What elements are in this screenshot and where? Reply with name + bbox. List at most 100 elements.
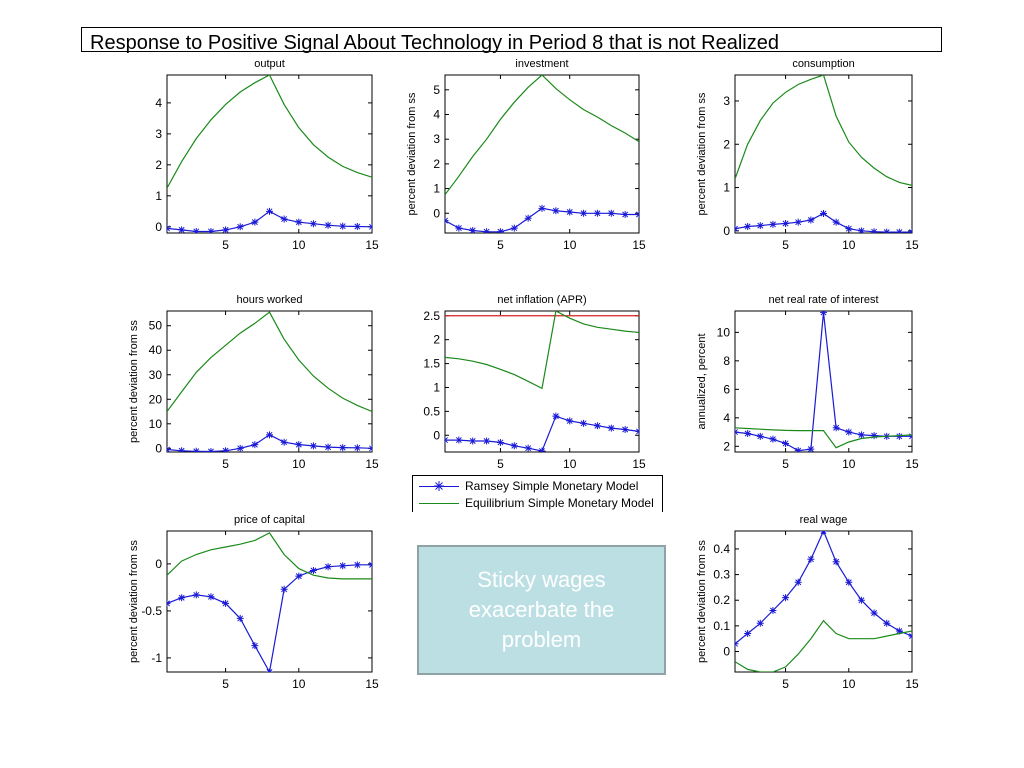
data-point-ramsey — [324, 563, 332, 571]
data-point-ramsey — [538, 204, 546, 212]
data-point-ramsey — [607, 209, 615, 217]
callout-box: Sticky wages exacerbate the problem — [417, 545, 666, 675]
y-tick-label: 0.3 — [713, 568, 730, 582]
data-point-ramsey — [744, 223, 752, 231]
data-point-ramsey — [167, 599, 171, 607]
data-point-ramsey — [895, 627, 903, 635]
data-point-ramsey — [857, 227, 865, 233]
data-point-ramsey — [794, 578, 802, 586]
data-point-ramsey — [845, 578, 853, 586]
y-tick-label: 0.2 — [713, 593, 730, 607]
data-point-ramsey — [510, 442, 518, 450]
plot-frame — [166, 310, 373, 453]
series-line-equilibrium — [167, 311, 372, 413]
data-point-ramsey — [167, 446, 171, 452]
y-axis-label: percent deviation from ss — [128, 320, 140, 443]
figure-title-box: Response to Positive Signal About Techno… — [81, 27, 942, 53]
data-point-ramsey — [769, 606, 777, 614]
x-tick-label: 10 — [292, 238, 306, 252]
x-tick-label: 10 — [563, 457, 577, 471]
data-point-ramsey — [251, 441, 259, 449]
data-point-ramsey — [621, 426, 629, 434]
y-axis-label: percent deviation from ss — [128, 540, 140, 663]
data-point-ramsey — [455, 436, 463, 444]
data-point-ramsey — [496, 228, 504, 233]
y-tick-label: 0 — [155, 557, 162, 571]
data-point-ramsey — [510, 224, 518, 232]
data-point-ramsey — [207, 227, 215, 233]
x-tick-label: 5 — [222, 677, 229, 691]
series-line-equilibrium — [735, 427, 912, 449]
callout-text: Sticky wages exacerbate the problem — [468, 567, 615, 652]
data-point-ramsey — [794, 447, 802, 452]
chart-panel-net-real-rate-of-interest: 5 10 15 2 4 6 8 10 net real rate of interest annu… — [696, 294, 919, 471]
series-line-ramsey — [445, 415, 639, 452]
data-point-ramsey — [192, 227, 200, 233]
y-axis-label: percent deviation from ss — [696, 540, 708, 663]
data-point-ramsey — [769, 435, 777, 443]
x-tick-label: 15 — [905, 677, 919, 691]
data-point-ramsey — [455, 224, 463, 232]
y-tick-label: 0 — [723, 644, 730, 658]
series-line-equilibrium — [167, 75, 372, 189]
data-point-ramsey — [266, 207, 273, 215]
data-point-ramsey — [309, 442, 317, 450]
series-line-equilibrium — [735, 619, 912, 672]
x-tick-label: 15 — [632, 238, 646, 252]
x-tick-label: 5 — [497, 238, 504, 252]
data-point-ramsey — [580, 209, 588, 217]
data-point-ramsey — [236, 223, 244, 231]
y-tick-label: -1 — [151, 651, 162, 665]
data-point-ramsey — [207, 448, 215, 452]
data-point-ramsey — [309, 566, 317, 574]
data-point-ramsey — [178, 226, 186, 233]
x-tick-label: 5 — [782, 677, 789, 691]
data-point-ramsey — [178, 594, 186, 602]
y-tick-label: 40 — [149, 343, 163, 357]
data-point-ramsey — [552, 207, 560, 215]
data-point-ramsey — [807, 445, 815, 452]
data-point-ramsey — [295, 441, 303, 449]
chart-panel-real-wage: 5 10 15 0 0.1 0.2 0.3 0.4 real wage percent devia… — [696, 514, 919, 691]
data-point-ramsey — [222, 447, 230, 452]
data-point-ramsey — [496, 438, 504, 446]
y-tick-label: 2 — [723, 439, 730, 453]
y-tick-label: 50 — [149, 319, 163, 333]
y-tick-label: 3 — [723, 94, 730, 108]
x-tick-label: 15 — [365, 238, 379, 252]
x-tick-label: 10 — [842, 238, 856, 252]
data-point-ramsey — [857, 596, 865, 604]
y-tick-label: 1 — [433, 380, 440, 394]
data-point-ramsey — [266, 431, 273, 439]
y-axis-label: percent deviation from ss — [406, 92, 418, 215]
data-point-ramsey — [324, 221, 332, 229]
data-point-ramsey — [280, 438, 288, 446]
legend-label-ramsey: Ramsey Simple Monetary Model — [465, 479, 639, 493]
star-marker-icon — [434, 481, 444, 491]
y-tick-label: 5 — [433, 83, 440, 97]
legend-entry-equilibrium: Equilibrium Simple Monetary Model — [419, 495, 664, 511]
data-point-ramsey — [845, 428, 853, 436]
data-point-ramsey — [445, 436, 449, 444]
data-point-ramsey — [735, 640, 739, 648]
data-point-ramsey — [607, 424, 615, 432]
plot-frame — [734, 530, 913, 673]
data-point-ramsey — [353, 444, 361, 452]
chart-title: output — [254, 58, 285, 70]
series-group — [167, 311, 372, 452]
x-tick-label: 5 — [222, 457, 229, 471]
plot-frame — [166, 530, 373, 673]
x-tick-label: 5 — [497, 457, 504, 471]
data-point-ramsey — [908, 432, 912, 440]
data-point-ramsey — [207, 593, 215, 601]
data-point-ramsey — [353, 222, 361, 230]
data-point-ramsey — [756, 619, 764, 627]
data-point-ramsey — [483, 228, 491, 233]
data-point-ramsey — [769, 220, 777, 228]
data-point-ramsey — [353, 561, 361, 569]
data-point-ramsey — [832, 558, 840, 566]
data-point-ramsey — [192, 591, 200, 599]
data-point-ramsey — [295, 218, 303, 226]
y-tick-label: 2 — [433, 333, 440, 347]
data-point-ramsey — [807, 555, 815, 563]
